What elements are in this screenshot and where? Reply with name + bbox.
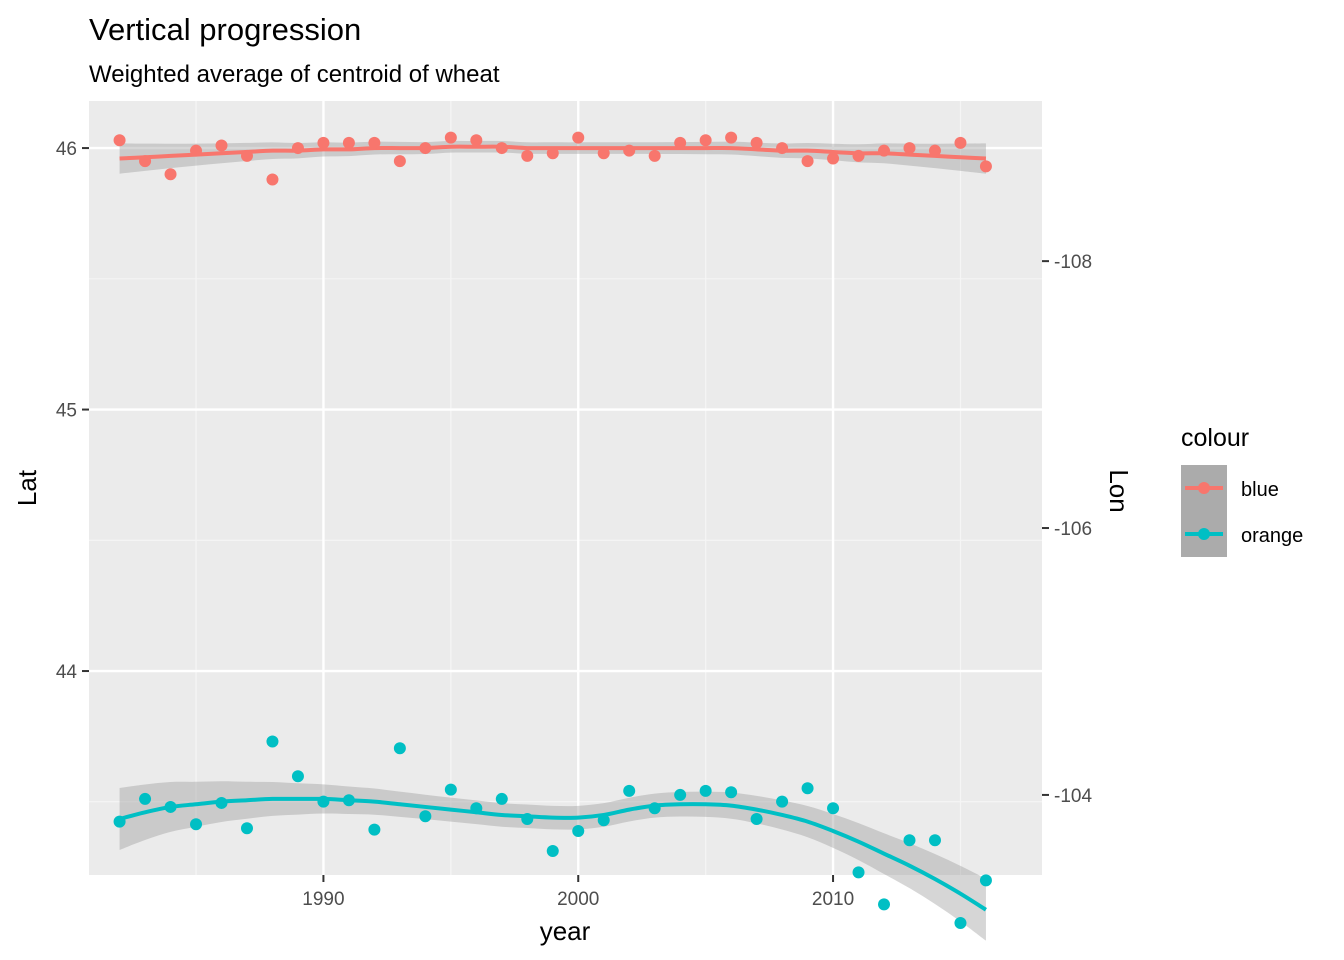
point-orange [521,812,534,825]
point-blue [623,144,636,157]
x-tick-label: 2000 [557,889,599,910]
y2-tick-label: -108 [1054,252,1092,273]
legend-label-blue: blue [1241,479,1279,501]
point-blue [317,136,330,149]
point-blue [495,142,508,155]
legend: colour blue orange [1181,424,1303,557]
point-orange [444,783,457,796]
point-blue [572,131,585,144]
point-orange [393,742,406,755]
point-blue [393,155,406,168]
point-orange [878,898,891,911]
point-blue [852,149,865,162]
y-tick-label: 46 [56,139,77,160]
x-tick-label: 2010 [812,889,854,910]
point-blue [878,144,891,157]
y2-tick-label: -104 [1054,786,1092,807]
point-orange [979,874,992,887]
point-orange [776,795,789,808]
x-axis-label: year [540,916,591,946]
point-blue [164,168,177,181]
point-orange [495,792,508,805]
point-orange [623,784,636,797]
point-orange [597,814,610,827]
point-blue [597,147,610,160]
legend-key-point-orange [1198,528,1210,540]
point-orange [215,796,228,809]
point-blue [215,139,228,152]
point-blue [113,134,126,147]
point-orange [470,802,483,815]
point-blue [521,149,534,162]
chart-subtitle: Weighted average of centroid of wheat [89,61,500,88]
point-orange [190,818,203,831]
point-blue [750,136,763,149]
point-blue [444,131,457,144]
smooth-line-orange [119,796,988,912]
y-tick-label: 44 [56,662,78,683]
point-orange [342,794,355,807]
point-orange [903,834,916,847]
point-blue [266,173,279,186]
y-tick-label: 45 [56,401,77,422]
y2-tick-label: -106 [1054,519,1092,540]
point-orange [164,800,177,813]
point-blue [903,142,916,155]
point-blue [979,160,992,173]
point-orange [928,834,941,847]
point-orange [139,792,152,805]
point-orange [419,810,432,823]
legend-keys: blue orange [1181,465,1303,557]
point-blue [291,142,304,155]
point-blue [342,136,355,149]
plot-panel [89,101,1042,875]
legend-title: colour [1181,424,1249,452]
y2-axis-label: Lon [1104,469,1134,512]
point-orange [674,788,687,801]
legend-key-point-blue [1198,482,1210,494]
point-orange [801,782,814,795]
point-blue [240,149,253,162]
point-blue [954,136,967,149]
legend-label-orange: orange [1241,525,1303,547]
point-blue [139,155,152,168]
points [113,131,992,930]
point-orange [266,735,279,748]
axes: 1990 2000 2010 44 45 46 -104 -106 -108 [56,139,1093,910]
chart-title: Vertical progression [89,12,361,47]
point-orange [648,802,661,815]
point-blue [725,131,738,144]
point-blue [801,155,814,168]
point-orange [827,802,840,815]
point-blue [827,152,840,165]
point-orange [546,844,559,857]
point-orange [699,784,712,797]
point-blue [699,134,712,147]
point-blue [419,142,432,155]
point-orange [852,866,865,879]
point-orange [750,812,763,825]
point-blue [546,147,559,160]
point-blue [368,136,381,149]
smooth-band-orange [119,781,986,941]
point-blue [190,144,203,157]
point-orange [113,815,126,828]
point-blue [648,149,661,162]
point-blue [470,134,483,147]
point-orange [240,822,253,835]
point-blue [674,136,687,149]
y-axis-label: Lat [12,469,42,506]
point-orange [368,823,381,836]
point-orange [291,770,304,783]
point-blue [776,142,789,155]
x-tick-label: 1990 [302,889,344,910]
point-orange [954,917,967,930]
point-orange [317,795,330,808]
point-orange [572,824,585,837]
point-blue [928,144,941,157]
point-orange [725,786,738,799]
